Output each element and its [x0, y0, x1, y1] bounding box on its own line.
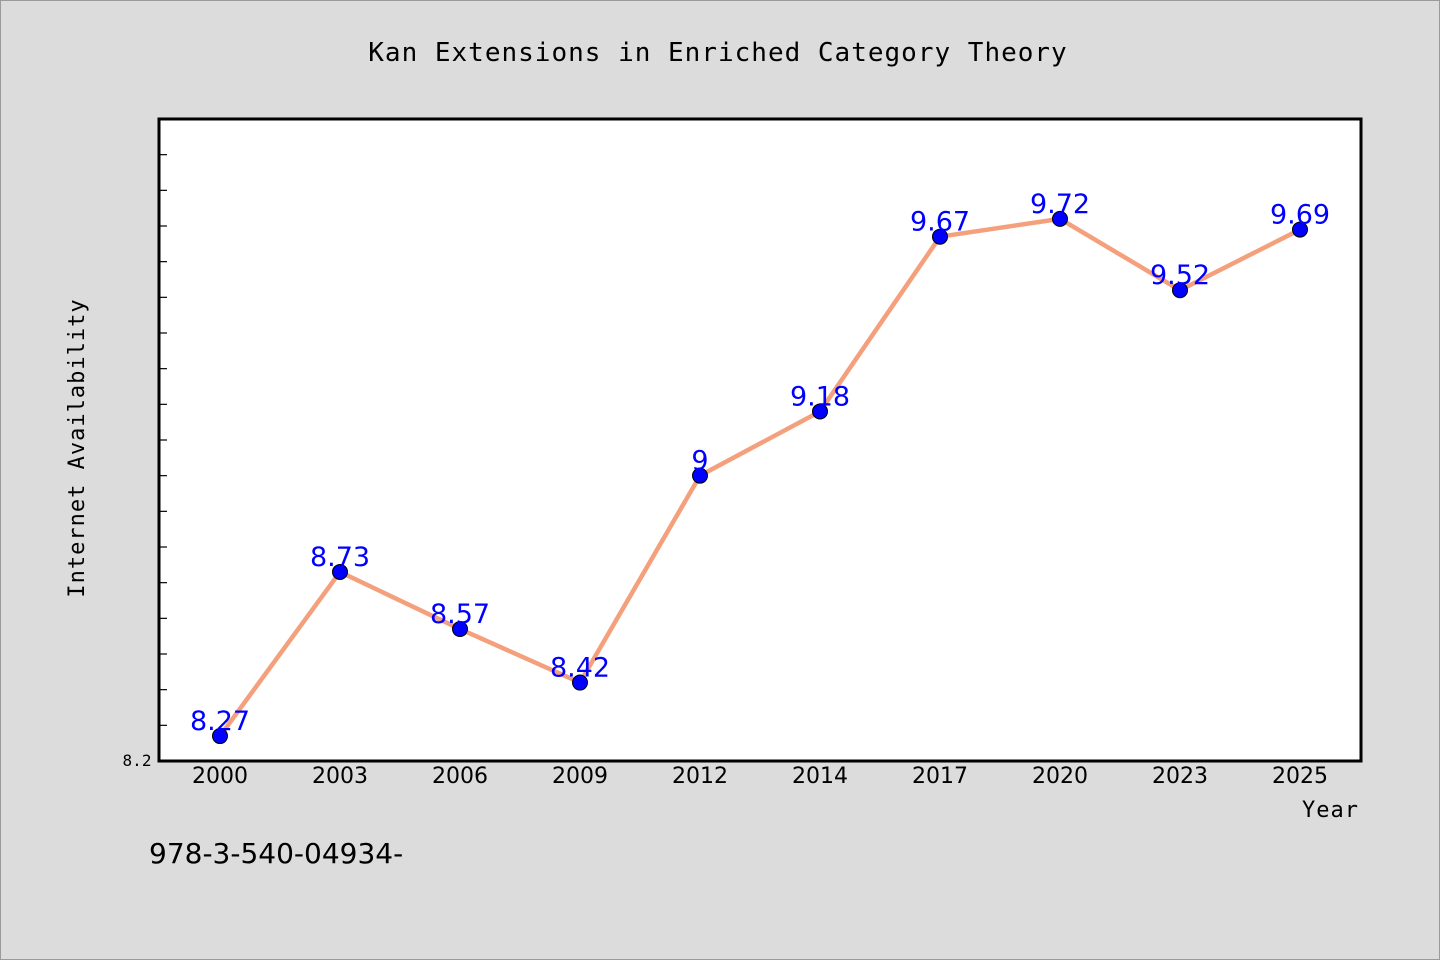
y-axis-min-label: 8.2	[123, 751, 152, 770]
plot-area	[157, 117, 1363, 763]
x-tick-label: 2000	[192, 764, 248, 789]
data-label: 9.52	[1150, 260, 1210, 291]
data-label: 8.27	[190, 706, 250, 737]
x-tick-label: 2003	[312, 764, 368, 789]
data-labels-group: 8.27 8.73 8.57 8.42 9 9.18 9.67 9.72 9.52 9.69	[190, 189, 1330, 737]
series-line	[217, 216, 1303, 739]
data-point-marker	[812, 403, 828, 420]
data-point-marker	[572, 674, 588, 691]
data-point-marker	[1052, 210, 1068, 227]
data-label: 9	[691, 446, 708, 477]
data-label: 8.73	[310, 542, 370, 573]
footer-isbn-text: 978-3-540-04934-	[149, 837, 403, 870]
data-point-marker	[932, 228, 948, 245]
x-tick-label: 2023	[1152, 764, 1208, 789]
data-label: 9.72	[1030, 189, 1090, 220]
markers-group	[212, 210, 1308, 745]
x-tick-label: 2020	[1032, 764, 1088, 789]
y-axis-title: Internet Availability	[65, 298, 90, 597]
data-label: 9.67	[910, 207, 970, 238]
x-axis-title: Year	[1302, 798, 1359, 823]
x-tick-label: 2012	[672, 764, 728, 789]
data-label: 9.69	[1270, 200, 1330, 231]
x-tick-label: 2017	[912, 764, 968, 789]
data-point-marker	[452, 621, 468, 638]
data-label: 9.18	[790, 381, 850, 412]
data-label: 8.57	[430, 599, 490, 630]
x-tick-label: 2025	[1272, 764, 1328, 789]
series-line-group	[217, 216, 1303, 739]
y-axis-ticks	[159, 154, 167, 726]
x-axis-ticks: 2000 2003 2006 2009 2012 2014 2017 2020 2023 2025	[192, 764, 1328, 789]
data-point-marker	[1292, 221, 1308, 238]
x-tick-label: 2006	[432, 764, 488, 789]
data-label: 8.42	[550, 653, 610, 684]
data-point-marker	[212, 728, 228, 745]
data-point-marker	[1172, 282, 1188, 299]
x-tick-label: 2009	[552, 764, 608, 789]
data-point-marker	[692, 467, 708, 484]
x-tick-label: 2014	[792, 764, 848, 789]
data-point-marker	[332, 563, 348, 580]
chart-title: Kan Extensions in Enriched Category Theo…	[368, 38, 1067, 68]
